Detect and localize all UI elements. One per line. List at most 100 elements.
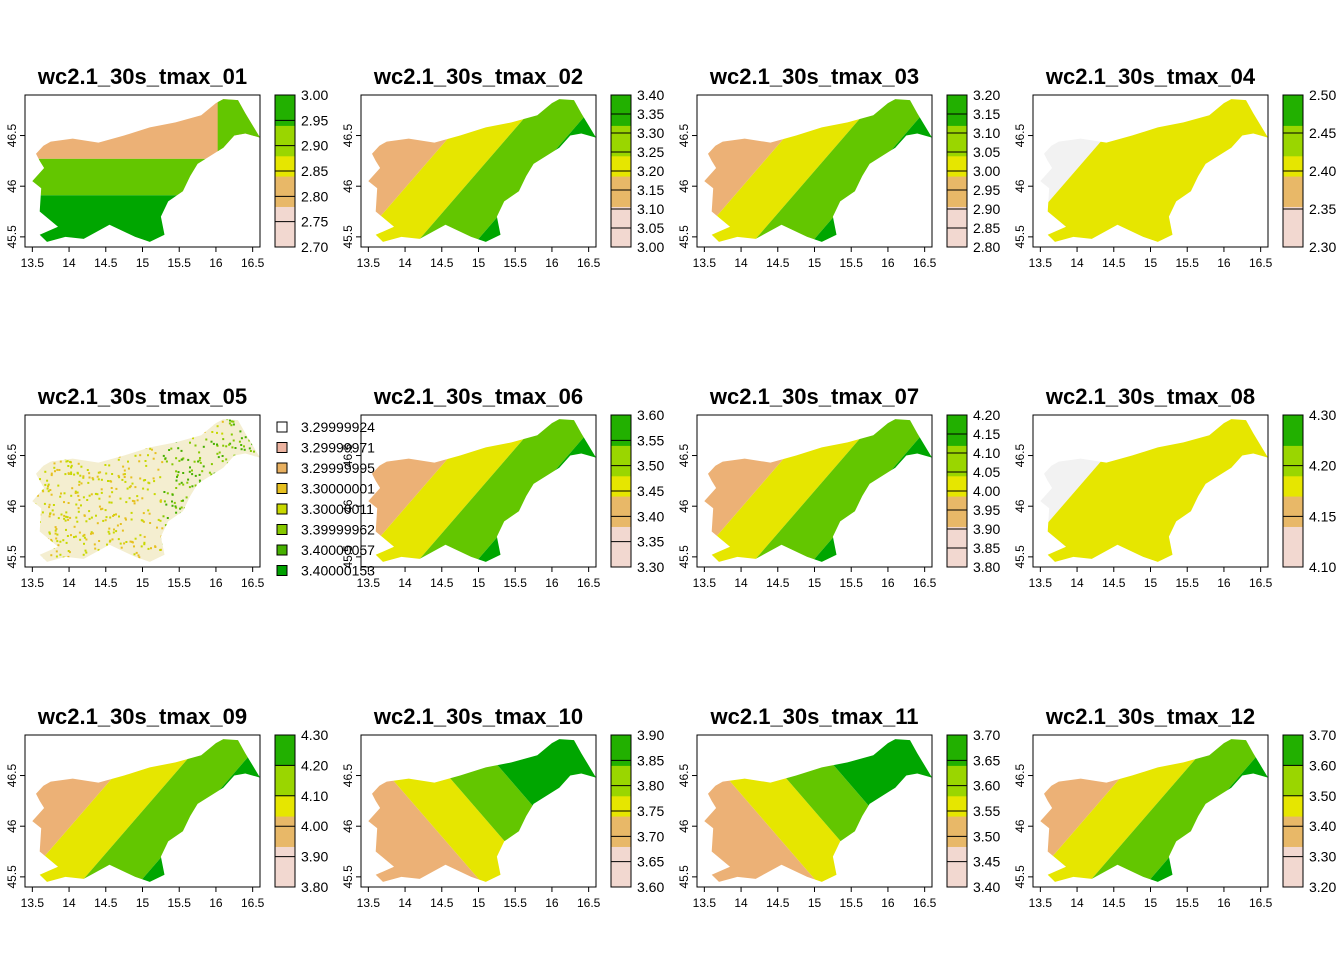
raster-cell (213, 485, 216, 488)
colorbar-cell (611, 805, 631, 812)
colorbar-cell (1283, 765, 1303, 771)
raster-cell (156, 425, 159, 428)
raster-cell (151, 448, 153, 451)
raster-cell (108, 527, 111, 530)
colorbar-cell (611, 115, 631, 121)
raster-cell (101, 507, 104, 510)
raster-cell (64, 457, 67, 460)
colorbar-cell (947, 750, 967, 756)
raster-cell (217, 483, 220, 486)
raster-cell (245, 419, 248, 422)
raster-zone (704, 419, 881, 562)
colorbar-cell (947, 140, 967, 147)
y-tick-label: 46.5 (1013, 444, 1027, 468)
raster-cell (248, 493, 251, 496)
raster-cell (97, 478, 100, 481)
raster-cell (88, 476, 91, 479)
raster-cell (40, 444, 43, 447)
raster-cell (29, 487, 31, 489)
colorbar-cell (947, 876, 967, 883)
raster-cell (134, 486, 137, 489)
raster-cell (171, 504, 174, 507)
raster-cell (32, 544, 34, 547)
colorbar-cell (275, 816, 295, 822)
raster-map (368, 419, 596, 562)
raster-cell (108, 457, 111, 460)
raster-cell (88, 517, 91, 520)
colorbar-cell (1283, 95, 1303, 101)
raster-cell (170, 447, 173, 450)
colorbar-cell (1283, 800, 1303, 807)
x-tick-label: 14.5 (94, 576, 118, 590)
raster-cell (51, 459, 54, 462)
colorbar-tick-label: 3.75 (637, 803, 664, 819)
colorbar-cell (947, 191, 967, 197)
colorbar-cell (947, 775, 967, 782)
raster-cell (74, 440, 77, 443)
raster-cell (36, 420, 39, 423)
legend-item-label: 3.29999924 (301, 419, 375, 435)
raster-cell (249, 450, 252, 452)
colorbar-tick-label: 4.15 (1309, 508, 1336, 524)
y-tick-label: 45.5 (341, 865, 355, 889)
raster-cell (67, 555, 70, 558)
raster-cell (237, 474, 240, 477)
raster-cell (88, 472, 91, 475)
colorbar-cell (611, 201, 631, 207)
colorbar-cell (947, 420, 967, 426)
x-tick-label: 13.5 (357, 896, 381, 910)
x-tick-label: 14 (734, 896, 748, 910)
raster-cell (104, 519, 107, 522)
x-tick-label: 14 (1070, 576, 1084, 590)
colorbar-tick-label: 3.55 (973, 803, 1000, 819)
raster-cell (95, 514, 97, 517)
raster-cell (229, 522, 232, 525)
raster-cell (46, 438, 48, 441)
colorbar-cell (611, 780, 631, 787)
raster-cell (113, 513, 116, 516)
raster-cell (235, 517, 238, 520)
raster-cell (78, 432, 81, 435)
raster-cell (200, 508, 203, 511)
raster-cell (139, 534, 142, 537)
raster-cell (209, 488, 212, 491)
raster-cell (240, 437, 243, 440)
colorbar-tick-label: 4.15 (973, 426, 1000, 442)
raster-cell (252, 463, 255, 466)
raster-cell (125, 501, 128, 504)
x-tick-label: 14 (62, 576, 76, 590)
raster-cell (129, 540, 132, 543)
raster-cell (35, 447, 38, 449)
raster-cell (90, 557, 93, 560)
colorbar-cell (1283, 120, 1303, 126)
raster-cell (179, 424, 181, 427)
panel-10: wc2.1_30s_tmax_10 13.5 14 14.5 15 15.5 16 16.5 4… (341, 704, 664, 910)
colorbar-tick-label: 3.85 (637, 752, 664, 768)
colorbar-cell (947, 740, 967, 746)
raster-cell (144, 564, 146, 566)
colorbar-cell (611, 541, 631, 548)
raster-cell (90, 531, 93, 534)
raster-cell (191, 485, 194, 488)
colorbar-cell (1283, 176, 1303, 182)
colorbar-cell (611, 816, 631, 822)
x-tick-label: 15 (472, 896, 486, 910)
raster-cell (39, 437, 42, 440)
raster-cell (232, 550, 234, 553)
raster-cell (147, 547, 150, 550)
raster-cell (146, 563, 148, 565)
raster-cell (190, 559, 193, 562)
raster-cell (201, 504, 203, 507)
x-tick-label: 16 (881, 896, 895, 910)
raster-cell (29, 535, 31, 537)
colorbar-cell (947, 475, 967, 482)
raster-zone (368, 419, 545, 562)
colorbar-cell (947, 856, 967, 863)
raster-cell (39, 445, 42, 448)
raster-cell (59, 460, 62, 463)
colorbar-cell (947, 465, 967, 472)
raster-cell (125, 518, 127, 521)
raster-cell (137, 560, 140, 562)
colorbar-cell (947, 881, 967, 888)
raster-cell (139, 477, 142, 480)
